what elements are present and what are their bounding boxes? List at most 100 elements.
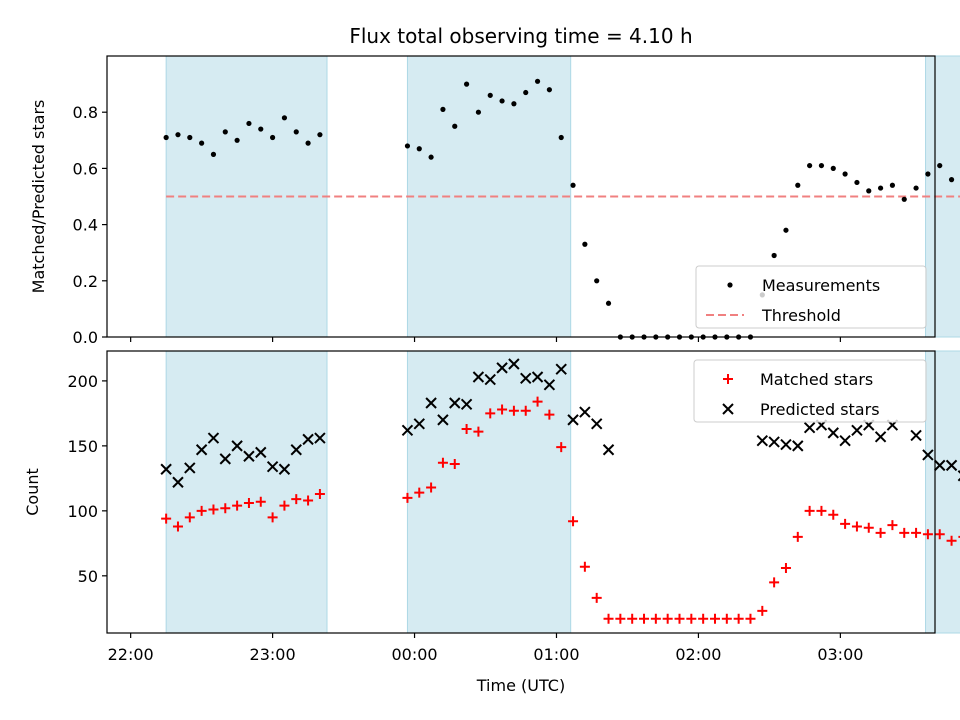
legend-marker-plus [723,374,733,384]
data-point [487,92,493,98]
data-point [302,433,314,446]
data-point [922,449,934,461]
y-tick-label: 100 [67,502,98,521]
legend-marker-dot [727,282,733,288]
data-point [472,371,485,383]
legend: Matched stars Predicted stars [693,359,927,423]
data-point [733,613,744,624]
data-point [828,509,839,520]
data-point [582,241,588,247]
data-point [278,463,291,475]
data-point [877,185,884,191]
data-point [851,424,863,436]
data-point [827,427,839,439]
shaded-interval-2 [406,350,572,634]
series-measurements [163,78,955,340]
x-tick-label: 01:00 [533,645,579,664]
data-point [207,432,220,444]
data-point [639,613,650,624]
data-point [771,252,777,259]
data-point [579,561,590,572]
data-point [279,500,290,511]
data-point [222,129,228,135]
legend: Measurements Threshold [695,265,927,329]
data-point [473,426,484,437]
data-point [594,278,600,284]
x-tick-label: 00:00 [391,645,437,664]
legend-label: Predicted stars [760,400,880,419]
data-point [910,429,922,442]
data-point [863,522,874,533]
legend-label: Matched stars [760,370,873,389]
data-point [232,500,243,511]
data-point [662,613,673,624]
data-point [792,440,804,452]
data-point [449,397,461,409]
data-point [208,504,219,515]
data-point [874,431,887,443]
data-point [544,409,555,420]
data-point [414,487,425,498]
data-point [163,134,169,141]
data-point [243,450,255,462]
data-point [686,613,697,624]
data-point [792,531,803,542]
data-point [795,182,801,188]
data-point [175,132,181,138]
data-point [901,196,907,202]
data-point [243,498,254,509]
data-point [615,613,626,624]
data-point [461,423,472,434]
legend-label: Threshold [761,306,841,325]
x-tick-label: 02:00 [675,645,721,664]
data-point [946,535,957,546]
shaded-interval-1 [165,350,328,634]
data-point [546,87,552,93]
data-point [402,492,413,503]
data-point [314,488,325,499]
data-point [401,424,414,436]
data-point [195,444,208,456]
data-point [499,98,505,104]
data-point [804,505,815,516]
x-tick-label: 22:00 [108,645,154,664]
data-point [851,521,862,532]
data-point [875,527,886,538]
data-point [219,453,231,465]
y-tick-label: 0.8 [73,103,98,122]
data-point [291,494,302,505]
data-point [508,358,520,370]
data-point [558,134,564,141]
data-point [756,434,769,447]
legend-label: Measurements [762,276,880,295]
data-point [830,165,836,171]
data-point [416,146,422,152]
data-point [934,459,946,472]
data-point [840,518,851,529]
y-tick-label: 0.4 [73,216,98,235]
data-point [818,162,825,169]
data-point [937,162,943,169]
data-point [768,436,780,448]
legend-box [695,265,927,329]
data-point [425,397,437,409]
bottom-panel: 50 100 150 200 22:00 23:00 00:00 01:00 02:00 03:0… [23,350,960,664]
data-point [911,527,922,538]
data-point [531,371,544,383]
data-point [887,520,898,531]
data-point [842,171,848,177]
data-point [854,179,860,186]
data-point [568,516,579,527]
data-point [709,613,720,624]
data-point [413,418,425,430]
data-point [484,373,496,386]
data-point [757,605,768,616]
data-point [293,129,299,135]
data-point [508,405,519,416]
data-point [463,81,470,87]
data-point [161,513,172,524]
data-point [184,512,195,523]
data-point [783,227,789,233]
data-point [496,362,508,374]
data-point [721,613,732,624]
